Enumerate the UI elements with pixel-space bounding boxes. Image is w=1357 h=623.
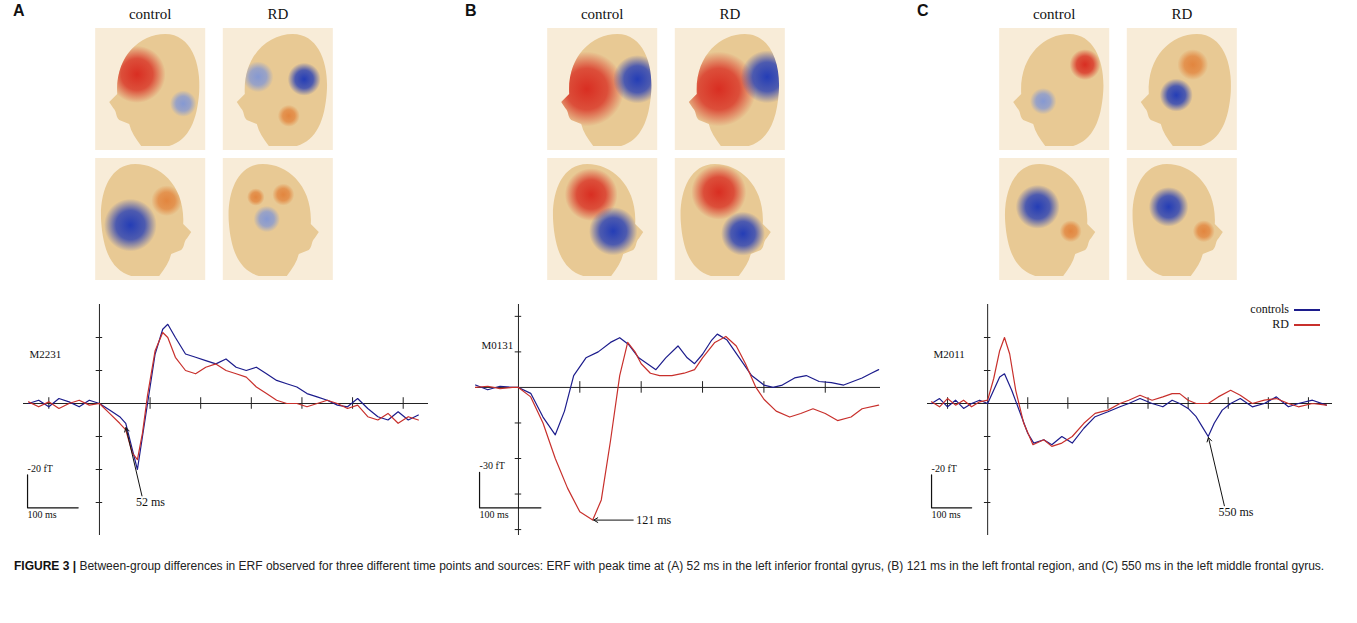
svg-text:121 ms: 121 ms <box>636 513 671 527</box>
svg-text:100 ms: 100 ms <box>932 509 961 520</box>
html-text:RD: RD <box>1272 317 1289 331</box>
svg-text:52 ms: 52 ms <box>136 495 165 509</box>
svg-text:control: control <box>1033 6 1076 22</box>
svg-text:RD: RD <box>1171 6 1192 22</box>
svg-text:M2011: M2011 <box>934 348 965 360</box>
svg-text:control: control <box>581 6 624 22</box>
html-text:controls: controls <box>1250 302 1289 316</box>
html-text:A: A <box>13 2 25 19</box>
html-text:FIGURE 3 | Between-group diffe: FIGURE 3 | Between-group differences in … <box>14 559 1325 573</box>
svg-text:-20 fT: -20 fT <box>28 463 53 474</box>
svg-text:100 ms: 100 ms <box>480 509 509 520</box>
svg-text:-30 fT: -30 fT <box>480 460 505 471</box>
svg-text:M0131: M0131 <box>482 339 514 351</box>
html-text:C: C <box>917 2 929 19</box>
svg-text:550 ms: 550 ms <box>1218 505 1253 519</box>
svg-text:control: control <box>129 6 172 22</box>
svg-text:100 ms: 100 ms <box>28 509 57 520</box>
svg-text:M2231: M2231 <box>30 348 62 360</box>
svg-text:-20 fT: -20 fT <box>932 463 957 474</box>
svg-text:RD: RD <box>267 6 288 22</box>
html-text:B: B <box>465 2 477 19</box>
svg-text:RD: RD <box>719 6 740 22</box>
